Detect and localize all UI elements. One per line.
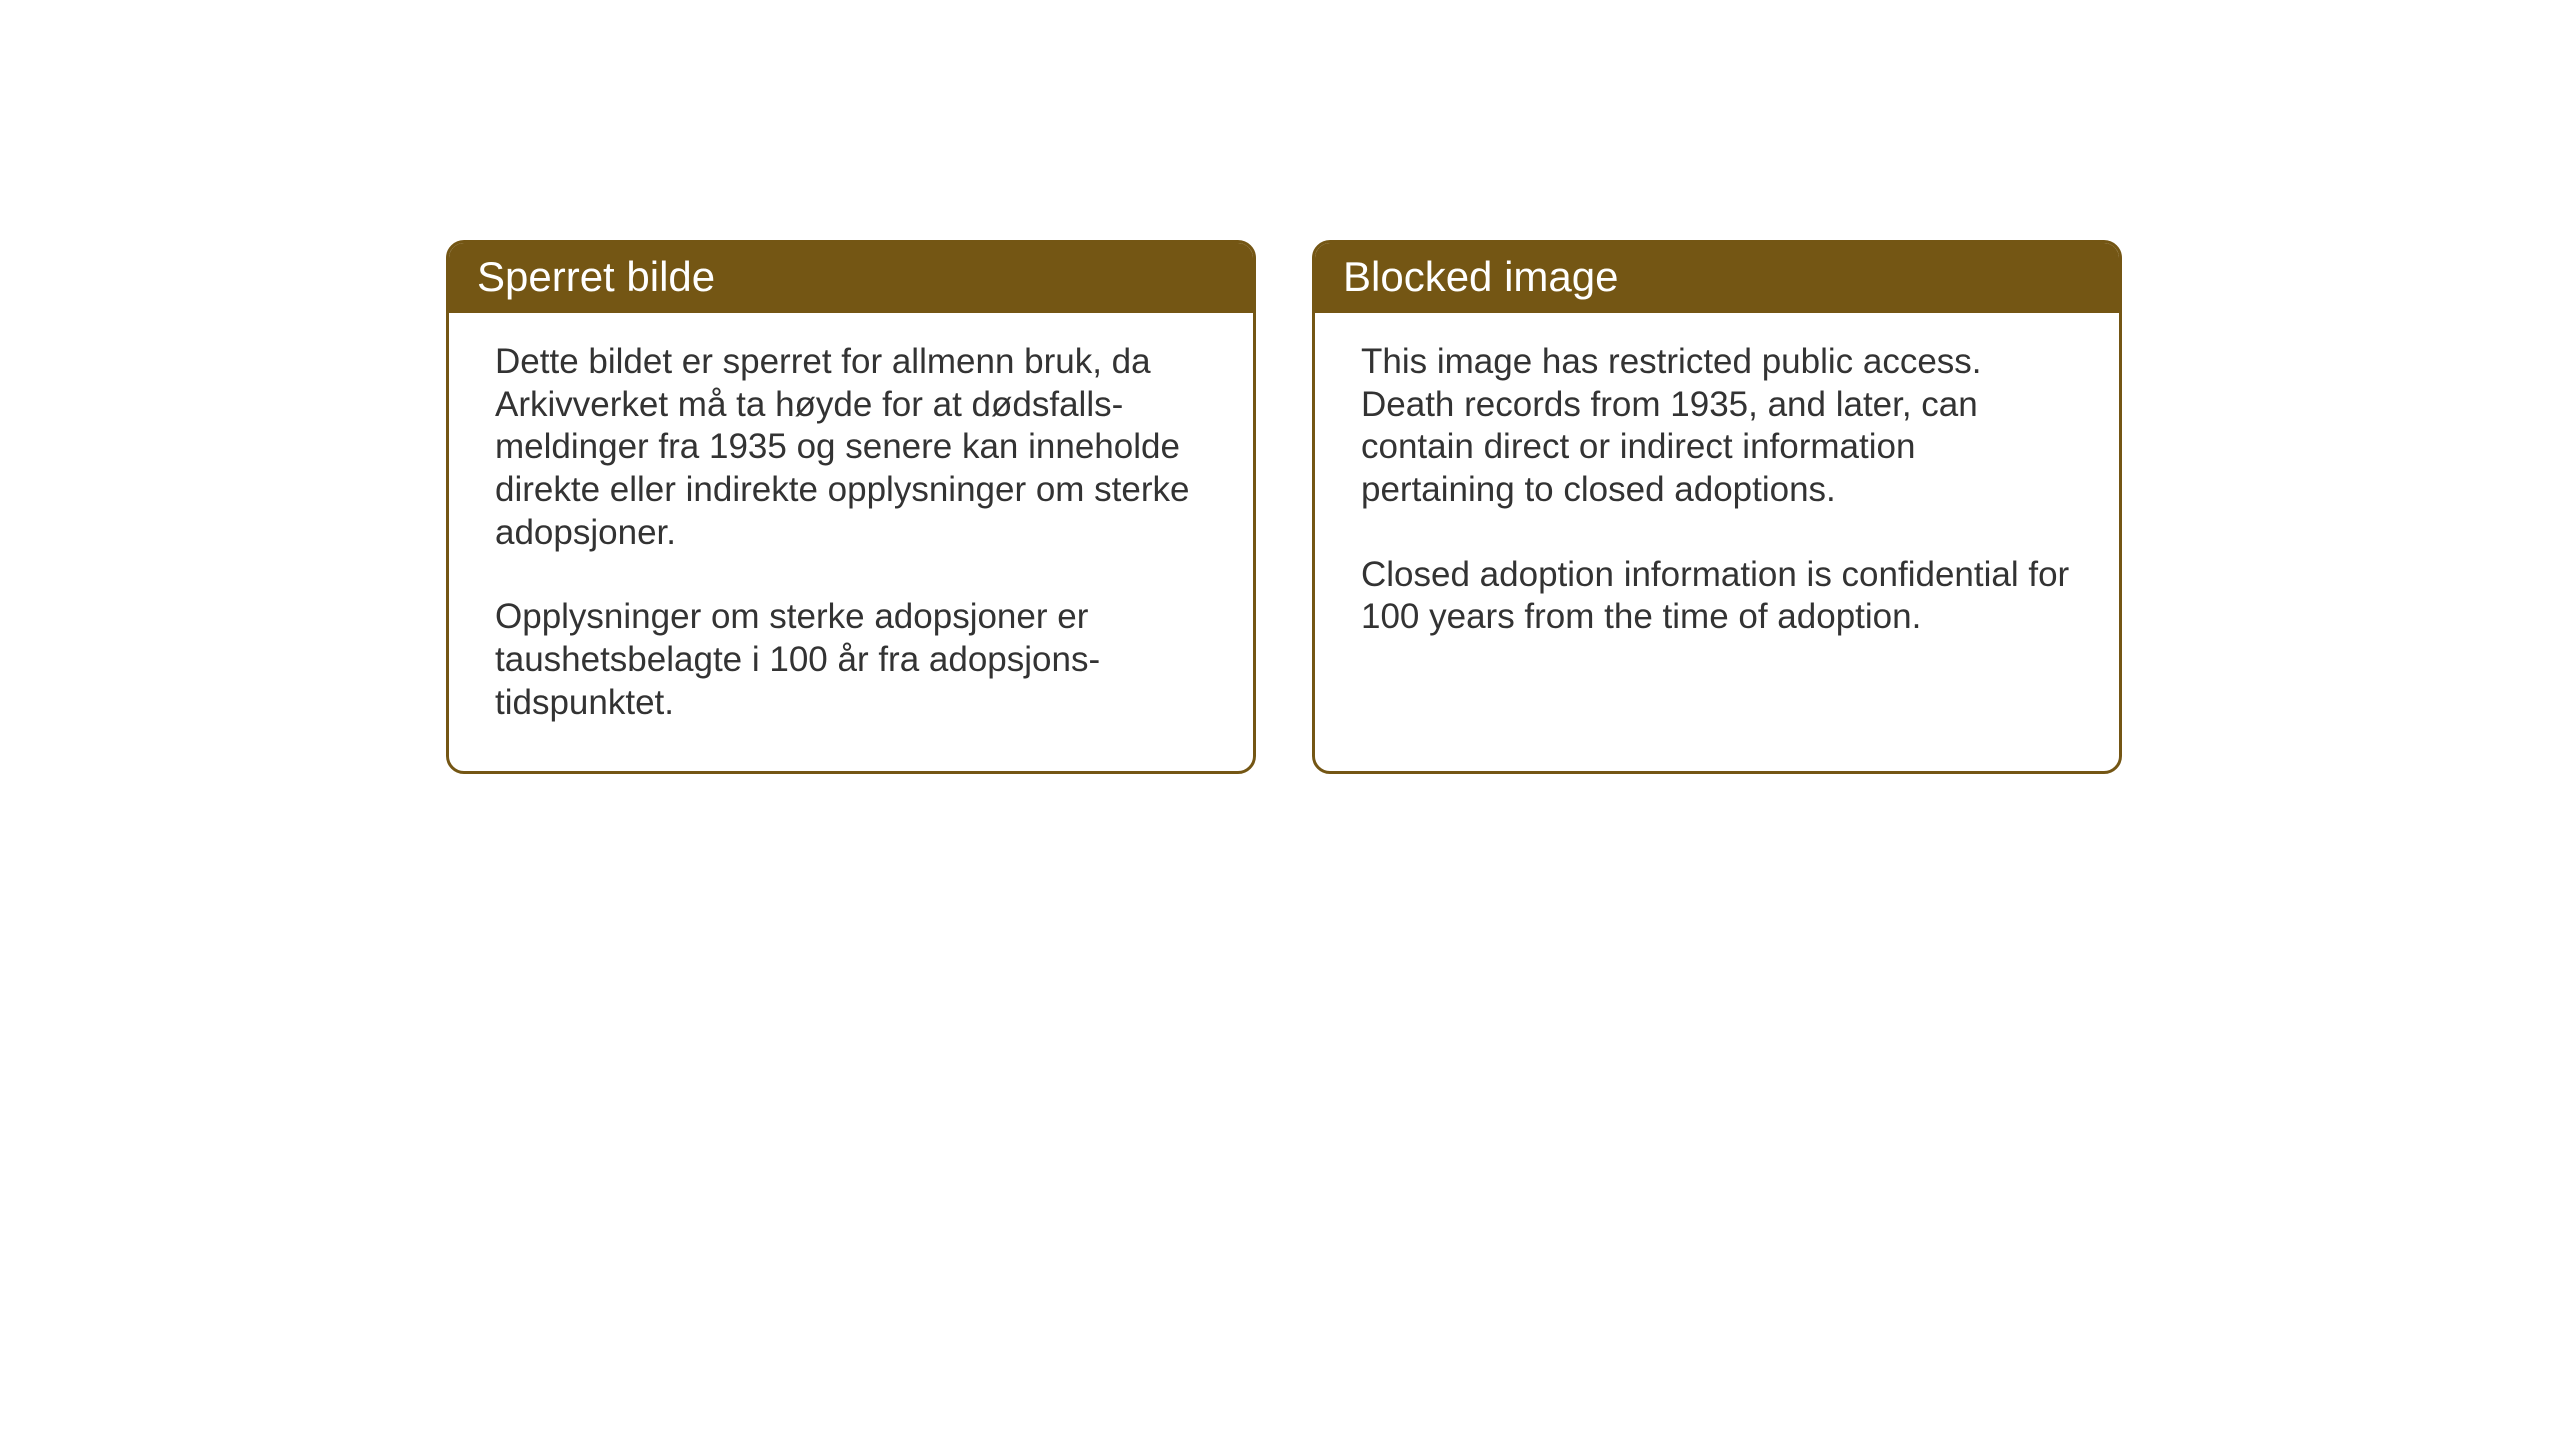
card-english: Blocked image This image has restricted …: [1312, 240, 2122, 774]
card-english-body: This image has restricted public access.…: [1315, 313, 2119, 685]
card-norwegian-body: Dette bildet er sperret for allmenn bruk…: [449, 313, 1253, 771]
card-norwegian: Sperret bilde Dette bildet er sperret fo…: [446, 240, 1256, 774]
card-norwegian-header: Sperret bilde: [449, 243, 1253, 313]
card-norwegian-paragraph-1: Dette bildet er sperret for allmenn bruk…: [495, 341, 1207, 554]
card-english-title: Blocked image: [1343, 253, 1618, 300]
card-english-paragraph-2: Closed adoption information is confident…: [1361, 554, 2073, 639]
cards-container: Sperret bilde Dette bildet er sperret fo…: [446, 240, 2122, 774]
card-norwegian-title: Sperret bilde: [477, 253, 715, 300]
card-norwegian-paragraph-2: Opplysninger om sterke adopsjoner er tau…: [495, 596, 1207, 724]
card-english-header: Blocked image: [1315, 243, 2119, 313]
card-english-paragraph-1: This image has restricted public access.…: [1361, 341, 2073, 512]
